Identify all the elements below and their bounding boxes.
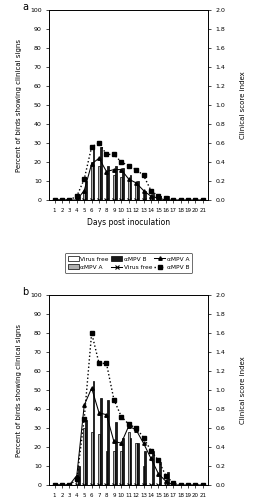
Text: a: a (22, 2, 28, 12)
Text: b: b (22, 288, 29, 298)
Bar (115, 422, 117, 485)
Bar (120, 451, 122, 485)
Bar (106, 451, 107, 485)
Bar (85, 420, 87, 485)
Bar (159, 196, 161, 200)
Y-axis label: Percent of birds showing clinical signs: Percent of birds showing clinical signs (16, 38, 22, 172)
Y-axis label: Clinical score index: Clinical score index (240, 356, 246, 424)
Bar (122, 168, 124, 200)
Bar (83, 428, 85, 485)
Bar (150, 196, 152, 200)
Bar (91, 162, 93, 200)
Bar (167, 196, 168, 200)
Bar (120, 177, 122, 200)
Bar (122, 438, 124, 485)
Bar (100, 398, 102, 485)
Bar (76, 476, 78, 485)
Bar (145, 190, 146, 200)
Bar (145, 451, 146, 485)
Bar (93, 148, 94, 200)
Bar (113, 451, 115, 485)
Bar (137, 443, 139, 485)
Bar (142, 190, 145, 200)
Bar (130, 438, 132, 485)
Bar (91, 432, 93, 485)
Y-axis label: Percent of birds showing clinical signs: Percent of birds showing clinical signs (16, 324, 22, 456)
Bar (93, 380, 94, 485)
Bar (159, 462, 161, 485)
Legend: Virus free, αMPV A, αMPV B, Virus free, αMPV A, αMPV B: Virus free, αMPV A, αMPV B, Virus free, … (65, 253, 192, 273)
Bar (135, 443, 137, 485)
Bar (113, 176, 115, 200)
Bar (142, 466, 145, 485)
Bar (83, 190, 85, 200)
Bar (100, 147, 102, 200)
Bar (85, 181, 87, 200)
Bar (167, 472, 168, 485)
Bar (98, 166, 100, 200)
Y-axis label: Clinical score index: Clinical score index (240, 71, 246, 139)
Bar (130, 176, 132, 200)
Bar (107, 400, 109, 485)
Bar (135, 185, 137, 200)
Bar (152, 194, 154, 200)
Bar (78, 196, 80, 200)
X-axis label: Days post inoculation: Days post inoculation (87, 218, 170, 227)
Bar (128, 181, 130, 200)
Bar (98, 434, 100, 485)
Bar (152, 451, 154, 485)
Bar (106, 172, 107, 200)
Bar (137, 181, 139, 200)
Bar (128, 432, 130, 485)
Bar (107, 166, 109, 200)
Bar (78, 466, 80, 485)
Bar (115, 166, 117, 200)
